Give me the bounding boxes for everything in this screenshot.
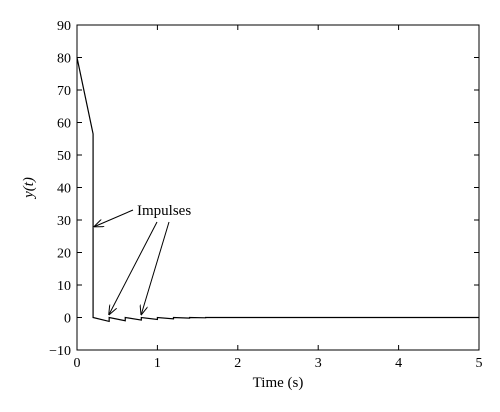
annotation-arrow: [141, 221, 170, 314]
y-tick-label: 60: [57, 117, 71, 132]
y-tick-label: 10: [57, 279, 71, 294]
y-tick-label: 70: [57, 84, 71, 99]
y-tick-label: 90: [57, 19, 71, 34]
y-tick-label: 20: [57, 247, 71, 262]
y-tick-label: 80: [57, 52, 71, 67]
y-tick-label: 0: [64, 312, 71, 327]
x-tick-label: 0: [74, 356, 81, 371]
data-layer: [76, 57, 479, 323]
x-tick-label: 2: [234, 356, 241, 371]
x-tick-label: 4: [395, 356, 402, 371]
y-tick-label: 40: [57, 182, 71, 197]
y-tick-label: −10: [49, 344, 71, 359]
annotation-impulses-label: Impulses: [137, 203, 191, 219]
annotation-arrow: [95, 209, 134, 227]
x-tick-label: 3: [315, 356, 322, 371]
x-tick-label: 1: [154, 356, 161, 371]
y-tick-label: 30: [57, 214, 71, 229]
series-line: [76, 57, 479, 323]
annotation-arrow: [109, 221, 158, 314]
y-tick-label: 50: [57, 149, 71, 164]
x-tick-label: 5: [476, 356, 483, 371]
annotation-layer: Impulses: [95, 203, 191, 314]
x-axis-label: Time (s): [253, 375, 304, 391]
y-axis-label: y(t): [21, 177, 37, 200]
